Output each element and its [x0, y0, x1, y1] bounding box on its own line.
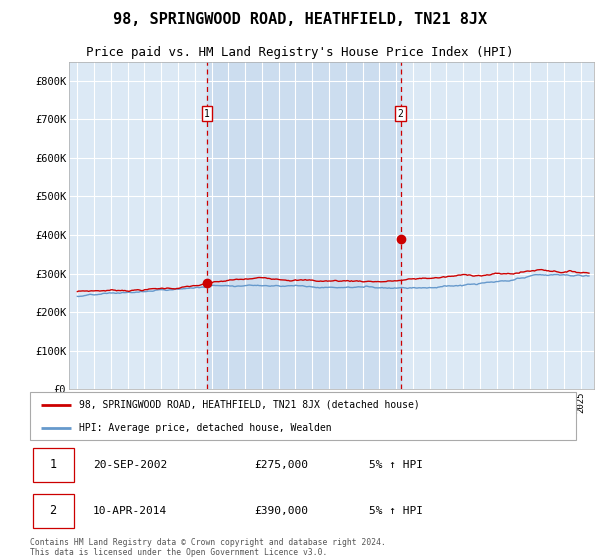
- Text: 20-SEP-2002: 20-SEP-2002: [93, 460, 167, 470]
- Text: £390,000: £390,000: [254, 506, 308, 516]
- FancyBboxPatch shape: [30, 392, 576, 440]
- Text: 1: 1: [204, 109, 210, 119]
- Text: 98, SPRINGWOOD ROAD, HEATHFIELD, TN21 8JX: 98, SPRINGWOOD ROAD, HEATHFIELD, TN21 8J…: [113, 12, 487, 27]
- Text: HPI: Average price, detached house, Wealden: HPI: Average price, detached house, Weal…: [79, 423, 332, 433]
- Bar: [207, 62, 401, 389]
- Text: 2: 2: [398, 109, 404, 119]
- Text: 10-APR-2014: 10-APR-2014: [93, 506, 167, 516]
- Text: 1: 1: [49, 458, 56, 471]
- Text: Contains HM Land Registry data © Crown copyright and database right 2024.
This d: Contains HM Land Registry data © Crown c…: [30, 538, 386, 557]
- Text: Price paid vs. HM Land Registry's House Price Index (HPI): Price paid vs. HM Land Registry's House …: [86, 46, 514, 59]
- Text: £275,000: £275,000: [254, 460, 308, 470]
- FancyBboxPatch shape: [33, 494, 74, 529]
- Text: 5% ↑ HPI: 5% ↑ HPI: [368, 506, 422, 516]
- FancyBboxPatch shape: [33, 448, 74, 482]
- Text: 2: 2: [49, 505, 56, 517]
- Text: 5% ↑ HPI: 5% ↑ HPI: [368, 460, 422, 470]
- Text: 98, SPRINGWOOD ROAD, HEATHFIELD, TN21 8JX (detached house): 98, SPRINGWOOD ROAD, HEATHFIELD, TN21 8J…: [79, 400, 420, 410]
